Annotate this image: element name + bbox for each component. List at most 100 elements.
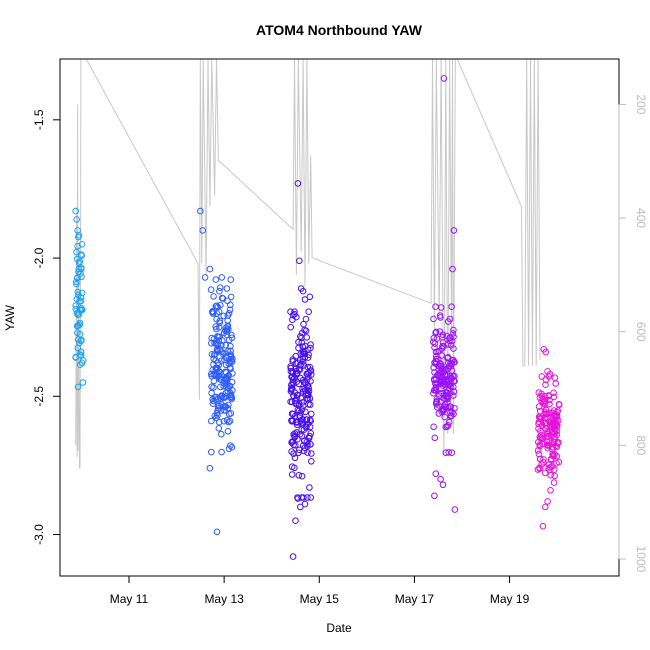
- data-point: [304, 390, 312, 398]
- x-tick-label: May 13: [204, 592, 244, 606]
- data-point: [289, 553, 297, 560]
- data-point: [542, 406, 550, 413]
- data-point: [304, 494, 311, 501]
- data-point: [544, 429, 551, 436]
- data-point: [77, 337, 85, 345]
- data-point: [197, 207, 204, 215]
- data-point: [555, 458, 563, 466]
- data-point: [545, 464, 552, 472]
- data-point: [304, 449, 311, 456]
- data-point: [73, 278, 80, 286]
- data-point: [227, 347, 234, 355]
- data-point: [302, 408, 309, 416]
- data-point: [225, 410, 233, 418]
- data-point: [221, 349, 228, 357]
- data-point: [224, 323, 231, 331]
- data-point: [296, 257, 303, 265]
- data-point: [440, 365, 448, 373]
- data-point: [74, 288, 82, 296]
- data-point: [547, 487, 554, 494]
- data-point: [303, 416, 310, 423]
- data-point: [294, 180, 302, 187]
- data-point: [542, 348, 550, 356]
- data-point: [553, 452, 561, 460]
- data-point: [536, 442, 544, 450]
- data-point: [225, 445, 233, 453]
- data-point: [301, 500, 309, 508]
- data-point: [74, 329, 81, 337]
- data-point: [208, 448, 215, 456]
- data-point: [206, 265, 214, 273]
- data-point: [215, 425, 223, 432]
- data-point: [289, 374, 296, 381]
- data-point: [301, 349, 308, 356]
- data-point: [76, 361, 84, 369]
- data-point: [208, 383, 215, 391]
- data-point: [546, 400, 553, 408]
- data-point: [550, 407, 558, 414]
- data-point: [218, 448, 225, 456]
- data-point: [544, 498, 551, 505]
- data-point: [78, 289, 86, 297]
- data-point: [74, 322, 82, 330]
- data-point: [215, 324, 223, 331]
- data-point: [296, 356, 304, 364]
- data-point: [432, 355, 440, 363]
- data-point: [291, 432, 298, 440]
- data-point: [445, 375, 452, 383]
- data-point: [542, 503, 549, 511]
- data-point: [550, 421, 557, 429]
- data-point: [226, 389, 234, 396]
- data-point: [227, 442, 234, 449]
- data-points: [72, 75, 563, 560]
- data-point: [436, 370, 444, 377]
- data-point: [215, 372, 222, 380]
- data-point: [444, 365, 452, 373]
- data-point: [539, 422, 546, 429]
- data-point: [538, 434, 546, 441]
- data-point: [222, 354, 230, 362]
- data-point: [305, 308, 313, 316]
- x-tick-label: May 15: [300, 592, 340, 606]
- data-point: [293, 429, 301, 436]
- data-point: [300, 362, 308, 369]
- data-point: [555, 439, 562, 446]
- data-point: [307, 367, 314, 374]
- data-point: [450, 333, 457, 341]
- data-point: [299, 399, 306, 406]
- data-point: [213, 302, 220, 310]
- data-point: [220, 382, 227, 390]
- data-point: [305, 383, 312, 391]
- data-point: [77, 294, 85, 302]
- data-point: [447, 403, 455, 411]
- data-point: [225, 418, 232, 426]
- data-point: [288, 471, 296, 478]
- data-point: [220, 312, 227, 320]
- data-point: [450, 345, 457, 352]
- data-point: [221, 407, 228, 414]
- data-point: [78, 252, 85, 259]
- data-point: [535, 418, 543, 426]
- data-point: [213, 346, 221, 354]
- data-point: [221, 402, 228, 410]
- data-point: [72, 354, 79, 361]
- data-point: [544, 444, 552, 452]
- data-point: [544, 410, 551, 418]
- data-point: [212, 364, 220, 372]
- data-point: [75, 259, 83, 267]
- data-point: [210, 293, 217, 300]
- data-point: [443, 332, 451, 340]
- data-point: [224, 372, 232, 380]
- y-tick-label: -2.5: [32, 386, 46, 407]
- y-tick-label: -2.0: [32, 247, 46, 268]
- data-point: [226, 417, 234, 425]
- data-point: [542, 376, 550, 384]
- data-point: [536, 465, 544, 473]
- data-point: [437, 475, 444, 483]
- data-point: [224, 428, 232, 435]
- data-point: [225, 336, 233, 344]
- data-point: [306, 484, 313, 491]
- data-point: [291, 454, 299, 462]
- data-point: [298, 432, 306, 440]
